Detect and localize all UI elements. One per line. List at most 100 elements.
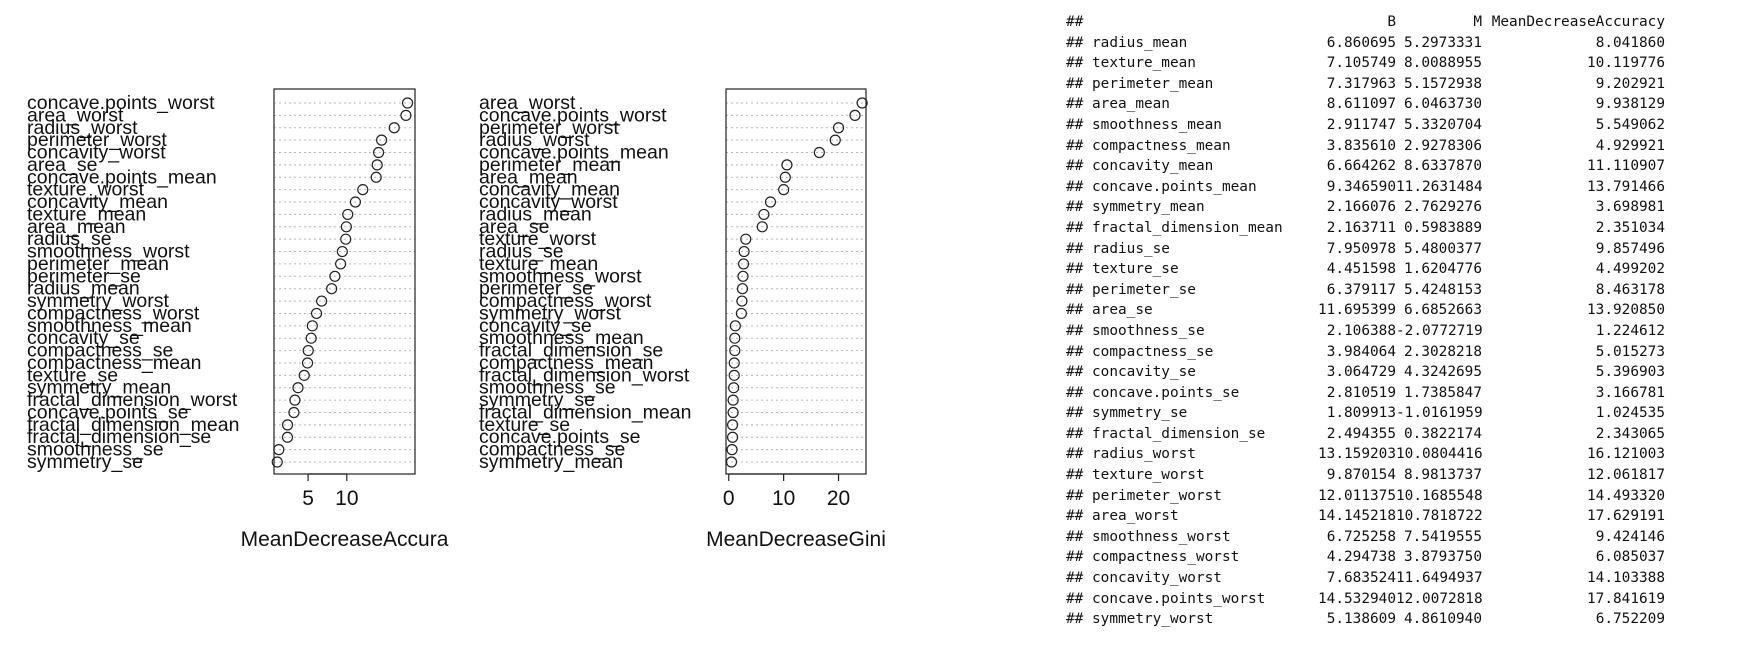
- value-mean-decrease-accuracy: 1.024535: [1595, 405, 1665, 422]
- row-name: compactness_mean: [1092, 137, 1231, 154]
- variable-label: texture_se: [479, 414, 570, 436]
- data-point: [738, 245, 750, 258]
- variable-label: area_worst: [27, 104, 124, 126]
- comment-prefix: ##: [1066, 116, 1084, 133]
- value-m: 5.4800377: [1404, 240, 1482, 257]
- value-mean-decrease-accuracy: 3.698981: [1595, 199, 1665, 216]
- data-point: [326, 283, 338, 295]
- accuracy-dotchart: concave.points_worstarea_worstradius_wor…: [27, 88, 449, 551]
- row-name: texture_worst: [1092, 467, 1205, 484]
- value-m: 3.8793750: [1404, 549, 1482, 566]
- data-point: [829, 134, 841, 146]
- row-name: radius_se: [1092, 240, 1170, 257]
- row-name: fractal_dimension_mean: [1092, 219, 1283, 236]
- value-m: 5.4248153: [1404, 281, 1482, 298]
- value-m: 11.2631484: [1396, 178, 1483, 195]
- value-mean-decrease-accuracy: 13.920850: [1587, 302, 1665, 319]
- value-m: 6.6852663: [1404, 302, 1482, 319]
- table-row: ## compactness_se 3.984064 2.3028218 5.01527…: [1066, 342, 1686, 363]
- value-m: -1.0161959: [1396, 405, 1483, 422]
- importance-table-output: ## B M MeanDecreaseAccuracy ## radius_mea…: [1066, 12, 1686, 630]
- comment-prefix: ##: [1066, 75, 1084, 92]
- variable-label: area_mean: [479, 166, 578, 188]
- variable-label: area_se: [27, 154, 97, 176]
- comment-prefix: ##: [1066, 508, 1084, 525]
- data-point: [371, 159, 383, 171]
- data-point: [726, 444, 738, 456]
- row-name: concavity_worst: [1092, 570, 1222, 587]
- variable-label: symmetry_se: [479, 389, 595, 411]
- data-point: [372, 146, 385, 159]
- data-point: [316, 295, 328, 307]
- row-name: concave.points_mean: [1092, 178, 1257, 195]
- data-point: [729, 344, 741, 357]
- data-point: [779, 171, 791, 183]
- variable-label: texture_worst: [479, 228, 597, 250]
- row-name: area_mean: [1092, 96, 1170, 113]
- data-point: [306, 320, 318, 332]
- variable-label: radius_worst: [479, 129, 590, 151]
- value-m: 0.5983889: [1404, 219, 1482, 236]
- x-tick-label: 20: [827, 487, 850, 510]
- value-m: 10.7818722: [1396, 508, 1483, 525]
- data-point: [302, 344, 314, 357]
- data-point: [292, 382, 304, 394]
- variable-label: smoothness_mean: [479, 327, 644, 349]
- variable-label: radius_worst: [27, 117, 138, 139]
- table-row: ## concavity_mean 6.664262 8.6337870 11.1109…: [1066, 156, 1686, 177]
- value-m: -2.0772719: [1396, 322, 1483, 339]
- data-point: [376, 134, 388, 146]
- variable-label: concavity_se: [479, 315, 592, 337]
- table-row: ## perimeter_mean 7.317963 5.1572938 9.20292…: [1066, 74, 1686, 95]
- value-m: 2.7629276: [1404, 199, 1482, 216]
- table-row: ## radius_mean 6.860695 5.2973331 8.041860: [1066, 33, 1686, 54]
- row-name: smoothness_se: [1092, 322, 1205, 339]
- variable-label: compactness_mean: [27, 352, 202, 374]
- value-m: 2.9278306: [1404, 137, 1482, 154]
- value-mean-decrease-accuracy: 9.857496: [1595, 240, 1665, 257]
- table-row: ## smoothness_worst 6.725258 7.5419555 9.424…: [1066, 527, 1686, 548]
- data-point: [388, 122, 400, 134]
- value-m: 8.0088955: [1404, 55, 1482, 72]
- comment-prefix: ##: [1066, 96, 1084, 113]
- value-m: 6.0463730: [1404, 96, 1482, 113]
- value-b: 2.810519: [1326, 384, 1396, 401]
- data-point: [401, 97, 414, 109]
- value-b: 6.379117: [1326, 281, 1396, 298]
- data-point: [832, 122, 845, 134]
- data-point: [335, 258, 347, 270]
- value-b: 7.683524: [1326, 570, 1396, 587]
- row-name: radius_mean: [1092, 34, 1188, 51]
- table-row: ## symmetry_worst 5.138609 4.8610940 6.75220…: [1066, 609, 1686, 630]
- row-name: perimeter_worst: [1092, 487, 1222, 504]
- value-mean-decrease-accuracy: 11.110907: [1587, 158, 1665, 175]
- header-b: B: [1387, 14, 1396, 30]
- variable-label: concave.points_mean: [27, 166, 217, 188]
- row-name: area_se: [1092, 302, 1153, 319]
- row-name: concavity_se: [1092, 364, 1196, 381]
- data-point: [735, 307, 747, 320]
- row-name: perimeter_se: [1092, 281, 1196, 298]
- comment-prefix: ##: [1066, 302, 1084, 319]
- variable-label: compactness_se: [479, 439, 625, 461]
- table-row: ## radius_worst 13.159203 10.0804416 16.1210…: [1066, 444, 1686, 465]
- data-point: [298, 369, 310, 381]
- value-mean-decrease-accuracy: 10.119776: [1587, 55, 1665, 72]
- data-point: [349, 196, 362, 208]
- table-body: ## radius_mean 6.860695 5.2973331 8.041860 ##…: [1066, 33, 1686, 630]
- value-mean-decrease-accuracy: 13.791466: [1587, 178, 1665, 195]
- data-point: [736, 283, 749, 295]
- variable-label: concave.points_worst: [27, 92, 215, 114]
- row-name: radius_worst: [1092, 446, 1196, 463]
- value-mean-decrease-accuracy: 6.085037: [1595, 549, 1665, 566]
- value-b: 1.809913: [1326, 405, 1396, 422]
- value-mean-decrease-accuracy: 2.343065: [1595, 425, 1665, 442]
- comment-prefix: ##: [1066, 611, 1084, 628]
- comment-prefix: ##: [1066, 34, 1084, 51]
- comment-prefix: ##: [1066, 240, 1084, 257]
- variable-label: texture_mean: [479, 253, 598, 275]
- variable-label: symmetry_mean: [27, 377, 171, 399]
- data-point: [764, 196, 777, 208]
- x-tick-label: 10: [335, 487, 358, 510]
- variable-label: concavity_se: [27, 327, 140, 349]
